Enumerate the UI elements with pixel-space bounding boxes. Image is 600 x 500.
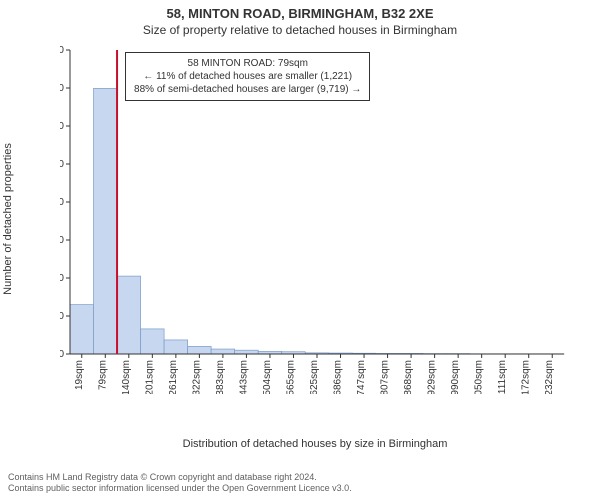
x-tick-label: 19sqm xyxy=(74,360,85,390)
histogram-bar xyxy=(188,346,212,354)
x-tick-label: 807sqm xyxy=(380,360,391,394)
svg-text:2000: 2000 xyxy=(60,273,64,284)
x-tick-label: 1111sqm xyxy=(497,360,508,394)
x-tick-label: 868sqm xyxy=(403,360,414,394)
svg-text:0: 0 xyxy=(60,349,64,360)
svg-text:1000: 1000 xyxy=(60,311,64,322)
page-title: 58, MINTON ROAD, BIRMINGHAM, B32 2XE xyxy=(0,0,600,21)
svg-text:3000: 3000 xyxy=(60,235,64,246)
histogram-bar xyxy=(70,305,94,354)
callout-line-3: 88% of semi-detached houses are larger (… xyxy=(134,83,361,96)
footer-line-1: Contains HM Land Registry data © Crown c… xyxy=(8,472,352,483)
property-callout: 58 MINTON ROAD: 79sqm ← 11% of detached … xyxy=(125,52,370,101)
x-tick-label: 261sqm xyxy=(168,360,179,394)
x-tick-label: 625sqm xyxy=(309,360,320,394)
x-tick-label: 686sqm xyxy=(333,360,344,394)
x-tick-label: 201sqm xyxy=(144,360,155,394)
svg-text:6000: 6000 xyxy=(60,121,64,132)
histogram-bar xyxy=(141,329,165,354)
x-tick-label: 1050sqm xyxy=(474,360,485,394)
svg-text:8000: 8000 xyxy=(60,45,64,56)
x-tick-label: 929sqm xyxy=(427,360,438,394)
svg-text:4000: 4000 xyxy=(60,197,64,208)
histogram-bar xyxy=(117,276,141,354)
x-tick-label: 504sqm xyxy=(262,360,273,394)
callout-line-1: 58 MINTON ROAD: 79sqm xyxy=(134,57,361,70)
x-tick-label: 140sqm xyxy=(121,360,132,394)
histogram-bar xyxy=(164,340,188,354)
svg-text:5000: 5000 xyxy=(60,159,64,170)
histogram-bar xyxy=(235,350,259,354)
histogram-bar xyxy=(211,349,235,354)
x-tick-label: 383sqm xyxy=(215,360,226,394)
x-tick-label: 565sqm xyxy=(285,360,296,394)
x-tick-label: 1232sqm xyxy=(544,360,555,394)
x-tick-label: 1172sqm xyxy=(521,360,532,394)
footer-attribution: Contains HM Land Registry data © Crown c… xyxy=(8,472,352,494)
y-axis-label: Number of detached properties xyxy=(2,44,22,394)
x-tick-label: 747sqm xyxy=(356,360,367,394)
x-tick-label: 990sqm xyxy=(450,360,461,394)
callout-line-2: ← 11% of detached houses are smaller (1,… xyxy=(134,70,361,83)
page-subtitle: Size of property relative to detached ho… xyxy=(0,21,600,41)
x-tick-label: 322sqm xyxy=(191,360,202,394)
x-tick-label: 443sqm xyxy=(238,360,249,394)
x-axis-label: Distribution of detached houses by size … xyxy=(60,438,570,450)
svg-text:7000: 7000 xyxy=(60,83,64,94)
x-tick-label: 79sqm xyxy=(97,360,108,390)
footer-line-2: Contains public sector information licen… xyxy=(8,483,352,494)
histogram-bar xyxy=(94,88,118,354)
